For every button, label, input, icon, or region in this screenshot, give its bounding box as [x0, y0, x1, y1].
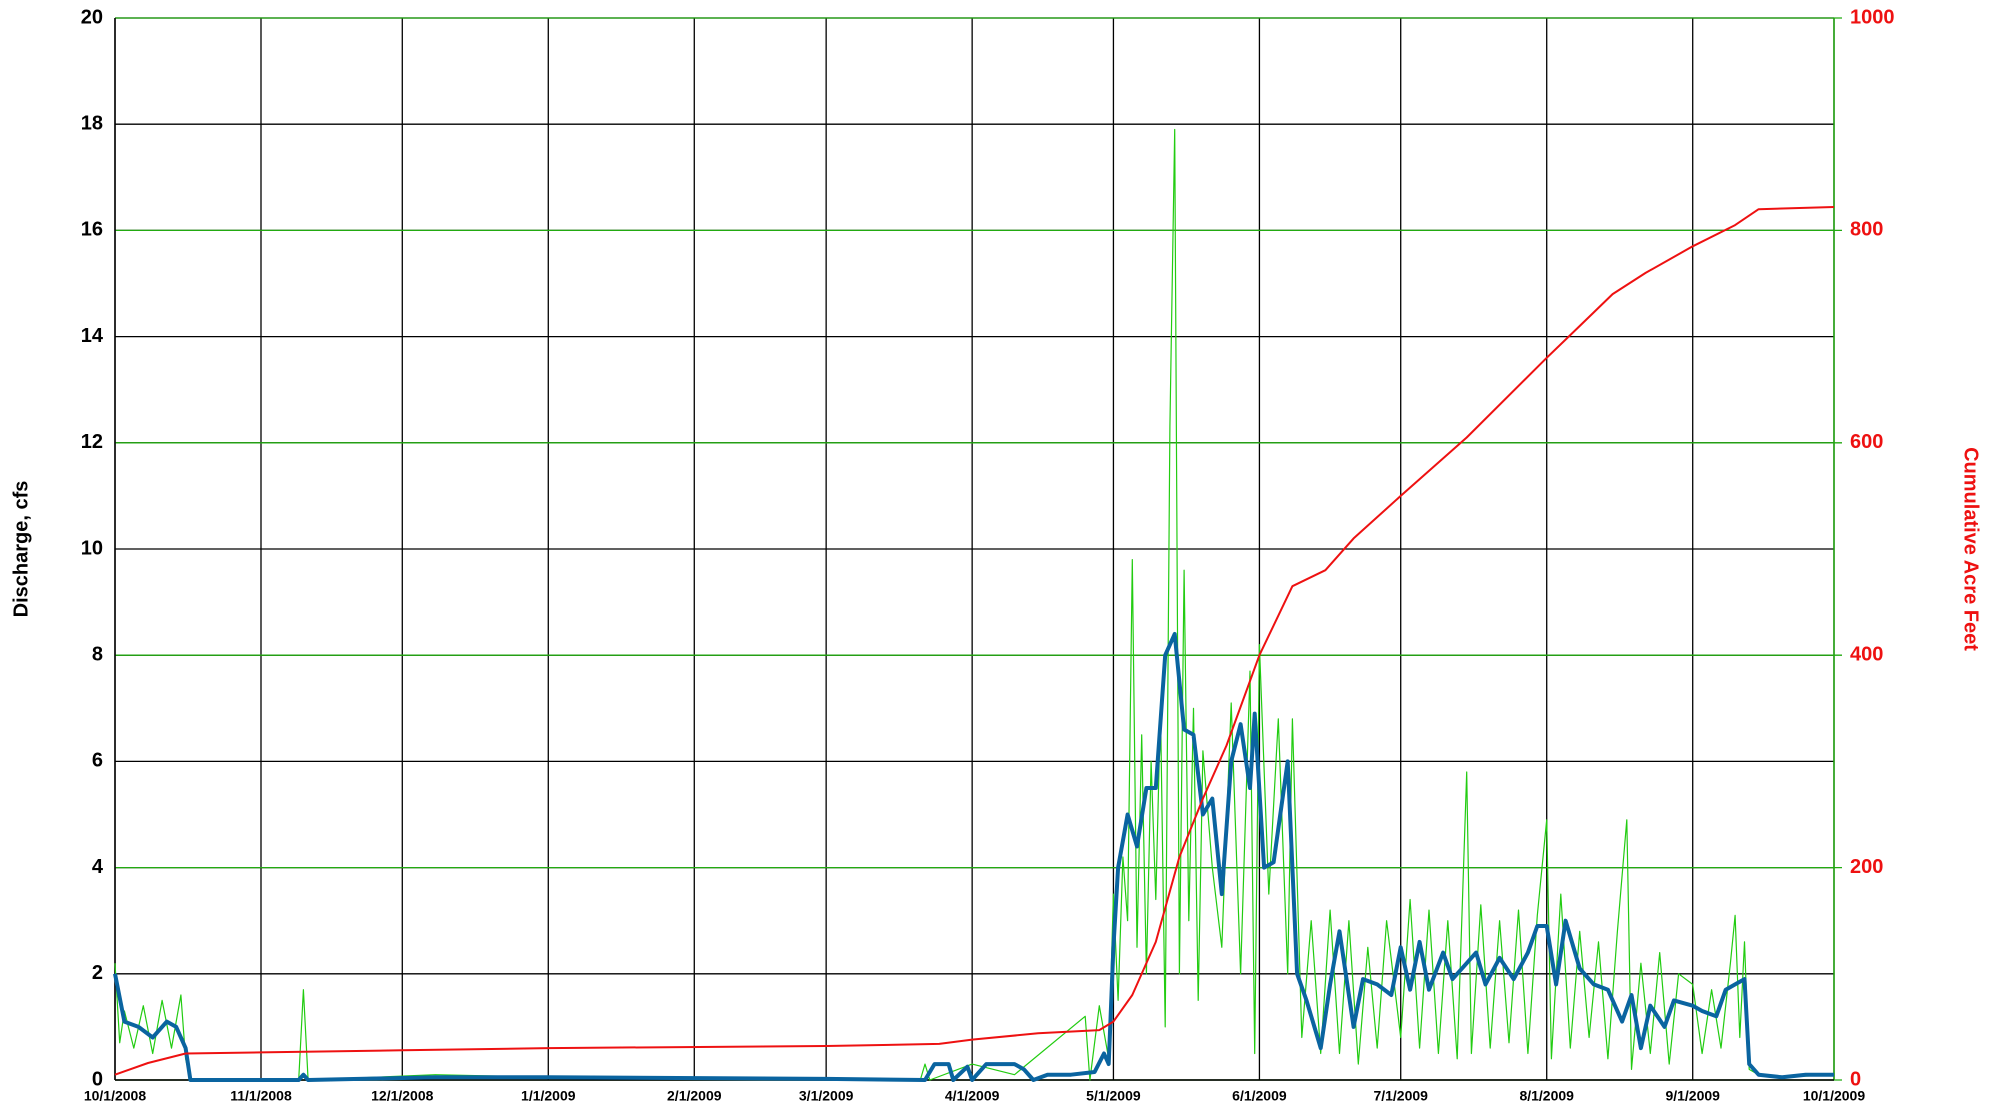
x-tick-label: 7/1/2009: [1373, 1088, 1428, 1104]
y-tick-label: 8: [92, 643, 103, 665]
series-line: [114, 128, 1835, 1081]
x-tick-label: 5/1/2009: [1086, 1088, 1141, 1104]
y-tick-label: 6: [92, 750, 103, 772]
series-line: [114, 206, 1835, 1076]
y-tick-label: 14: [81, 325, 104, 347]
y-tick-label: 4: [92, 856, 104, 878]
x-tick-label: 10/1/2009: [1803, 1088, 1865, 1104]
y-tick-label: 16: [81, 219, 103, 241]
x-tick-label: 2/1/2009: [667, 1088, 722, 1104]
x-tick-label: 9/1/2009: [1665, 1088, 1720, 1104]
x-tick-label: 3/1/2009: [799, 1088, 854, 1104]
series-line: [113, 632, 1834, 1082]
y2-tick-label: 800: [1850, 219, 1883, 241]
y-tick-label: 20: [81, 6, 103, 28]
y-axis-label: Discharge, cfs: [10, 481, 32, 618]
y2-tick-label: 200: [1850, 856, 1883, 878]
x-tick-label: 4/1/2009: [945, 1088, 1000, 1104]
x-tick-label: 6/1/2009: [1232, 1088, 1287, 1104]
y-tick-label: 2: [92, 962, 103, 984]
x-tick-label: 10/1/2008: [84, 1088, 146, 1104]
y2-tick-label: 0: [1850, 1068, 1861, 1090]
x-tick-label: 11/1/2008: [230, 1088, 292, 1104]
y-tick-label: 12: [81, 431, 103, 453]
y2-tick-label: 600: [1850, 431, 1883, 453]
y-tick-label: 18: [81, 112, 103, 134]
x-tick-label: 12/1/2008: [371, 1088, 433, 1104]
y-tick-label: 0: [92, 1068, 103, 1090]
y2-axis-label: Cumulative Acre Feet: [1960, 447, 1982, 651]
y2-tick-label: 400: [1850, 643, 1883, 665]
y2-tick-label: 1000: [1850, 6, 1895, 28]
x-tick-label: 8/1/2009: [1519, 1088, 1574, 1104]
y-tick-label: 10: [81, 537, 103, 559]
x-tick-label: 1/1/2009: [521, 1088, 576, 1104]
